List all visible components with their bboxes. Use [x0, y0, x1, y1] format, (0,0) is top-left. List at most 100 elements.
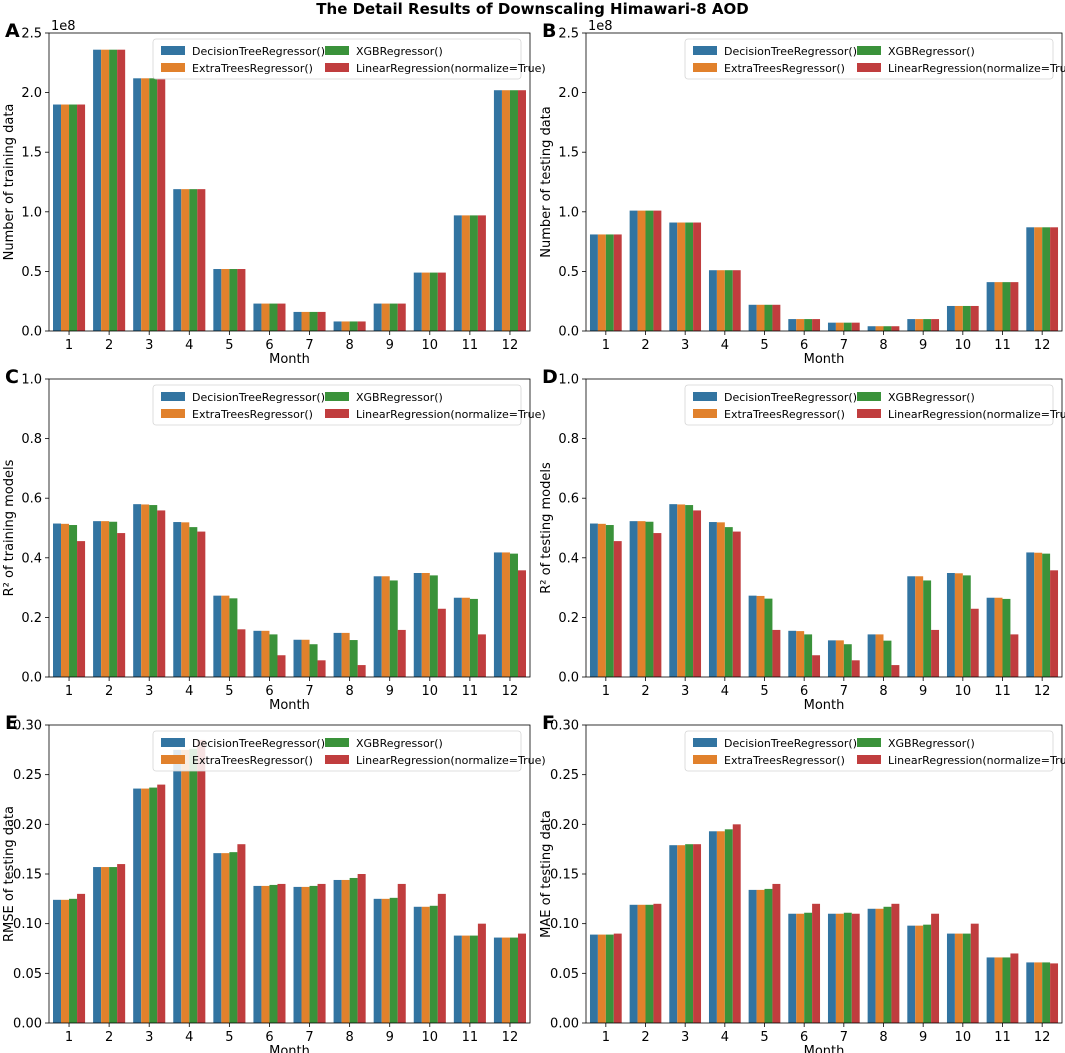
x-tick-label: 12	[502, 1030, 519, 1045]
bar-b-series1-month8	[875, 326, 884, 331]
x-tick-label: 5	[225, 338, 233, 353]
bar-e-series1-month11	[461, 935, 470, 1023]
bar-e-series2-month2	[109, 867, 118, 1023]
x-tick-label: 10	[955, 1030, 972, 1045]
bar-d-series1-month7	[835, 640, 844, 677]
bar-c-series2-month12	[509, 553, 518, 677]
bar-f-series0-month1	[589, 934, 598, 1023]
x-tick-label: 3	[681, 338, 689, 353]
bar-f-series3-month6	[812, 903, 821, 1023]
x-tick-label: 1	[602, 1030, 610, 1045]
x-tick-label: 8	[345, 338, 353, 353]
legend-label: XGBRegressor()	[356, 737, 443, 750]
bar-e-series1-month8	[341, 879, 350, 1023]
bar-b-series3-month12	[1050, 227, 1059, 331]
bar-e-series3-month6	[277, 883, 286, 1023]
y-axis-label: Number of training data	[2, 104, 17, 261]
bar-f-series2-month1	[605, 934, 614, 1023]
bar-c-series2-month7	[309, 644, 318, 677]
y-tick-label: 0.20	[13, 818, 42, 833]
x-tick-label: 7	[305, 684, 313, 699]
bar-c-series2-month10	[429, 575, 438, 677]
y-tick-label: 0.0	[21, 671, 42, 686]
x-axis-label: Month	[804, 1044, 845, 1053]
bar-d-series3-month4	[732, 531, 741, 677]
bar-e-series1-month7	[301, 886, 310, 1023]
bar-e-series3-month3	[157, 784, 166, 1023]
bar-e-series1-month2	[101, 867, 110, 1023]
bar-a-series1-month3	[141, 78, 150, 331]
bar-b-series2-month10	[962, 305, 971, 331]
y-tick-label: 0.8	[21, 432, 42, 447]
bar-f-series1-month4	[716, 831, 725, 1023]
bar-e-series2-month4	[189, 748, 198, 1023]
bar-e-series2-month6	[269, 884, 278, 1023]
x-tick-label: 9	[919, 684, 927, 699]
bar-d-series0-month11	[986, 597, 995, 677]
panel-letter: C	[5, 366, 19, 388]
x-tick-label: 8	[345, 684, 353, 699]
panel-b: 0.00.51.01.52.02.51 2 3 4 5 6 7 8 9 10 11 12MonthNu…	[539, 19, 1065, 367]
bar-a-series3-month4	[197, 189, 206, 331]
bar-c-series1-month11	[461, 597, 470, 677]
legend-label: XGBRegressor()	[356, 391, 443, 404]
legend-box	[152, 730, 522, 772]
y-tick-label: 0.00	[13, 1017, 42, 1032]
bar-f-series0-month7	[827, 913, 836, 1023]
bar-a-series1-month7	[301, 311, 310, 331]
x-tick-label: 6	[800, 1030, 808, 1045]
bar-d-series1-month2	[637, 521, 646, 677]
bar-e-series3-month8	[357, 874, 366, 1023]
bar-f-series1-month1	[597, 934, 606, 1023]
y-tick-label: 0.0	[21, 325, 42, 340]
panel-c: 0.00.20.40.60.81.01 2 3 4 5 6 7 8 9 10 11 12MonthR²…	[2, 366, 546, 713]
y-tick-label: 0.5	[558, 265, 579, 280]
legend-swatch	[325, 755, 349, 764]
bar-e-series0-month10	[413, 906, 422, 1023]
bar-e-series0-month12	[493, 937, 502, 1023]
bar-c-series3-month10	[437, 608, 446, 677]
legend-label: DecisionTreeRegressor()	[724, 45, 857, 58]
bar-c-series2-month9	[389, 580, 398, 677]
bar-a-series0-month6	[253, 303, 262, 331]
bar-b-series3-month3	[693, 222, 702, 331]
x-tick-label: 12	[502, 684, 519, 699]
bar-d-series0-month6	[788, 630, 797, 677]
bar-b-series0-month12	[1026, 227, 1035, 331]
bar-a-series2-month1	[69, 104, 78, 332]
bar-b-series3-month7	[851, 322, 860, 331]
bar-e-series1-month5	[221, 853, 230, 1023]
x-tick-label: 9	[386, 684, 394, 699]
legend-swatch	[325, 738, 349, 747]
bar-e-series1-month3	[141, 788, 150, 1023]
bar-f-series1-month7	[835, 913, 844, 1023]
bar-f-series3-month11	[1010, 953, 1019, 1023]
bar-d-series2-month2	[645, 521, 654, 677]
x-tick-label: 10	[955, 338, 972, 353]
x-axis-label: Month	[269, 352, 310, 367]
bar-c-series1-month5	[221, 595, 230, 677]
bar-e-series0-month7	[293, 886, 302, 1023]
legend-swatch	[161, 392, 185, 401]
bar-a-series3-month8	[357, 321, 366, 331]
y-tick-label: 1.0	[558, 373, 579, 388]
y-tick-label: 0.30	[550, 719, 579, 734]
bar-e-series2-month11	[469, 935, 478, 1023]
legend-label: LinearRegression(normalize=True)	[356, 754, 546, 767]
x-tick-label: 7	[305, 338, 313, 353]
bar-c-series0-month10	[413, 573, 422, 677]
legend-box	[684, 730, 1054, 772]
y-tick-label: 0.2	[558, 611, 579, 626]
legend-swatch	[857, 392, 881, 401]
bar-d-series0-month8	[867, 634, 876, 677]
bar-b-series1-month2	[637, 210, 646, 331]
legend-swatch	[857, 63, 881, 72]
bar-f-series3-month10	[970, 923, 979, 1023]
bar-d-series1-month1	[597, 523, 606, 677]
bar-a-series0-month12	[493, 90, 502, 331]
x-axis-label: Month	[804, 698, 845, 713]
bar-c-series3-month12	[517, 570, 526, 677]
bar-a-series1-month9	[381, 303, 390, 331]
bar-e-series3-month2	[117, 864, 126, 1023]
bar-d-series3-month2	[653, 533, 662, 677]
